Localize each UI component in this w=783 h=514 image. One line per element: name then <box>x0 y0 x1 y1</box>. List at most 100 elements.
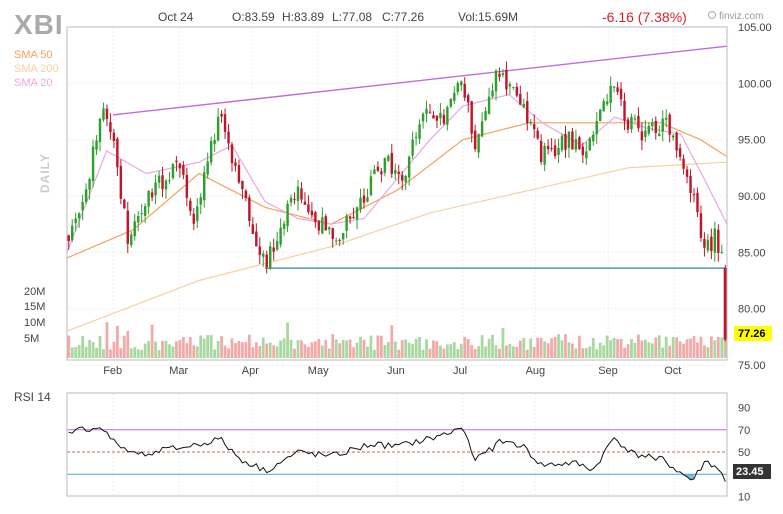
candle-body <box>262 253 265 257</box>
volume-bar <box>126 330 130 358</box>
finviz-logo[interactable]: finviz.com <box>708 11 764 22</box>
candle-body <box>696 192 699 213</box>
candle-body <box>67 235 70 242</box>
price-panel[interactable] <box>66 26 728 366</box>
volume-bar <box>518 340 522 358</box>
candle-body <box>140 213 143 215</box>
candle-body <box>202 172 206 201</box>
volume-bar <box>209 335 213 358</box>
volume-bar <box>133 346 137 358</box>
candle-body <box>414 136 418 138</box>
month-tick-label: Feb <box>103 365 122 377</box>
volume-bar <box>307 346 310 358</box>
volume-tick-label: 20M <box>24 286 45 298</box>
candle-body <box>571 131 574 150</box>
candles <box>67 61 727 342</box>
volume-bar <box>143 343 147 358</box>
month-axis: Feb Mar Apr May Jun Jul Aug Sep Oct <box>103 365 681 377</box>
candle-body <box>456 83 460 92</box>
legend-sma50: SMA 50 <box>14 49 53 61</box>
volume-bar <box>105 322 109 358</box>
candle-body <box>119 165 123 199</box>
volume-bar <box>393 341 397 358</box>
volume-bar <box>643 339 647 358</box>
volume-bar <box>595 349 599 358</box>
resistance-trendline <box>113 45 728 116</box>
volume-bar <box>237 340 241 358</box>
volume-bar <box>397 349 401 358</box>
volume-bar <box>334 339 338 358</box>
last-candle-body <box>723 268 727 340</box>
volume-bar <box>574 348 578 358</box>
candle-body <box>196 206 199 222</box>
rsi-tick-label: 10 <box>738 491 750 503</box>
volume-bar <box>668 345 672 358</box>
candle-body <box>536 130 539 139</box>
candle-body <box>442 114 446 124</box>
volume-bar <box>477 346 481 358</box>
candle-body <box>98 118 102 142</box>
volume-bar <box>185 343 189 358</box>
candle-body <box>647 125 651 134</box>
volume-bar <box>386 341 390 358</box>
volume-bar <box>609 340 613 358</box>
volume-bar <box>241 342 244 358</box>
volume-bar <box>192 345 196 358</box>
volume-bar <box>247 334 251 358</box>
last-price-tag: 77.26 <box>734 326 772 341</box>
volume-tick-label: 5M <box>24 333 39 345</box>
header-open: O:83.59 <box>232 10 275 24</box>
candle-body <box>484 111 487 120</box>
candle-body <box>143 206 147 216</box>
candle-body <box>192 213 196 224</box>
rsi-panel[interactable] <box>66 392 728 497</box>
rsi-oversold-fills <box>683 474 694 480</box>
candle-body <box>230 144 234 164</box>
volume-bar <box>619 338 623 358</box>
price-tick-label: 105.00 <box>738 22 772 34</box>
candle-body <box>713 228 717 253</box>
candle-body <box>272 247 275 252</box>
candle-body <box>255 231 258 247</box>
volume-bar <box>664 336 668 358</box>
candle-body <box>592 134 595 142</box>
candle-body <box>310 210 314 216</box>
candle-body <box>109 122 112 132</box>
volume-bar <box>355 342 359 358</box>
volume-bar <box>675 337 679 358</box>
candle-body <box>369 176 373 196</box>
candle-body <box>578 137 581 150</box>
volume-bar <box>289 339 293 358</box>
candle-body <box>275 241 279 250</box>
volume-bar <box>352 347 355 358</box>
volume-bar <box>234 343 237 358</box>
candle-body <box>449 98 453 107</box>
volume-bar <box>466 338 470 358</box>
volume-bar <box>480 335 484 358</box>
volume-bar <box>261 337 265 358</box>
volume-bar <box>560 340 564 358</box>
volume-bar <box>400 340 404 358</box>
header-volume: Vol:15.69M <box>458 10 518 24</box>
volume-bar <box>463 336 467 358</box>
volume-bar <box>640 340 644 358</box>
volume-bar <box>713 340 717 358</box>
candle-body <box>81 201 84 211</box>
volume-bar <box>359 336 362 358</box>
candle-body <box>664 117 668 120</box>
volume-bar <box>227 348 230 358</box>
candle-body <box>501 73 505 75</box>
candle-body <box>74 218 77 224</box>
rsi-title: RSI 14 <box>14 390 51 404</box>
candle-body <box>654 120 658 134</box>
volume-bar <box>529 338 533 358</box>
candle-body <box>387 155 390 161</box>
volume-bar <box>310 342 314 358</box>
month-tick-label: Apr <box>242 365 259 377</box>
trend-lines <box>113 45 728 269</box>
candle-body <box>112 132 116 141</box>
candle-body <box>116 138 119 168</box>
candle-body <box>588 138 592 151</box>
candle-body <box>640 131 644 141</box>
